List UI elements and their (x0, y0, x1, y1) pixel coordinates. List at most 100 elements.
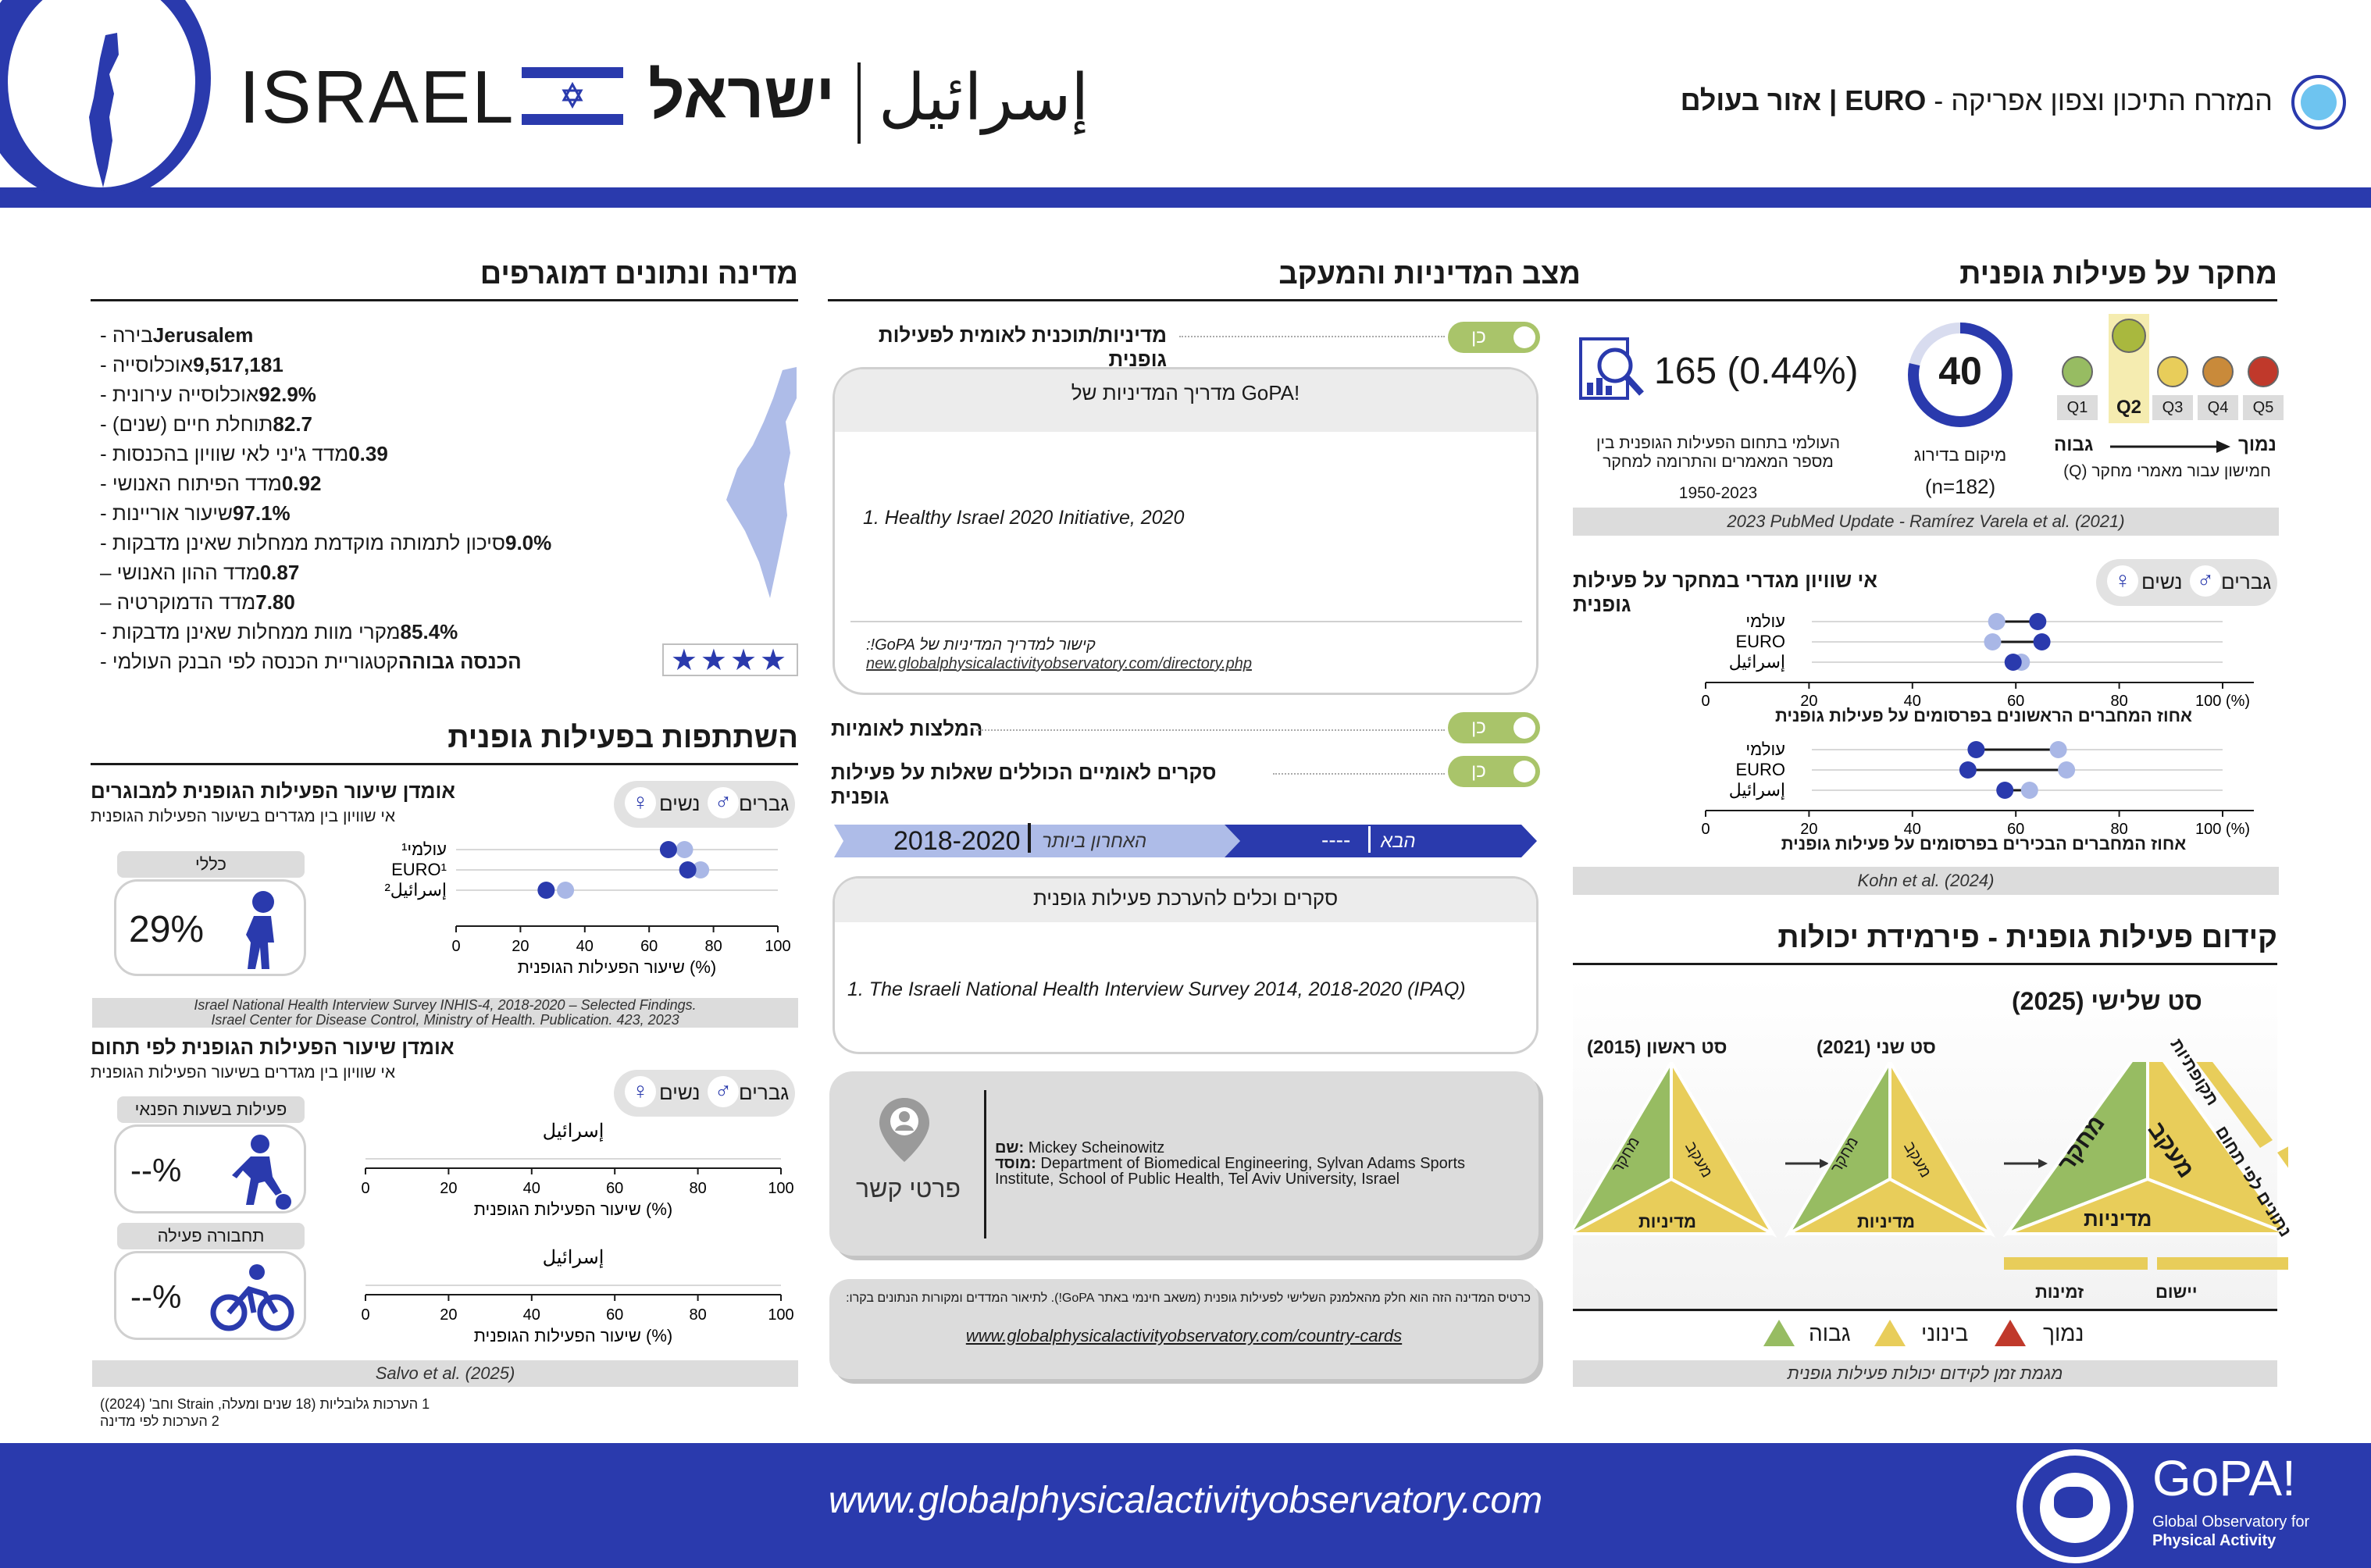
first-author-xlabel: אחוז המחברים הראשונים בפרסומים על פעילות… (1774, 706, 2192, 725)
footnote-1: 1 הערכות גלובליות (18 שנים ומעלה, Strain… (100, 1396, 430, 1412)
pyramid-set1: סט ראשון (2015) (1587, 1037, 1727, 1058)
gender-men-point (2029, 613, 2047, 630)
region-code: EURO (1845, 84, 1927, 116)
q2-label: Q2 (2116, 397, 2141, 418)
header-map-circle-inner (8, 0, 195, 187)
pyramid-implementation: יישום (2155, 1282, 2198, 1302)
recommendations-leader (976, 729, 1445, 731)
female-icon: ♀ (625, 1076, 656, 1107)
rank-value: 40 (1938, 349, 1982, 393)
demo-row-ncd-deaths: 85.4%מקרי מוות ממחלות שאינן מדבקות - (100, 620, 458, 643)
legend-women-label-2: נשים (659, 1081, 701, 1104)
israel-map-icon (89, 33, 119, 187)
policy-guide-link[interactable]: new.globalphysicalactivityobservatory.co… (866, 655, 1252, 672)
rank-label: מיקום בדירוג (1913, 445, 2007, 465)
cyclist-icon (210, 1264, 294, 1331)
contact-name: Mickey Scheinowitz (1028, 1139, 1165, 1156)
gender-tick-label: 20 (1800, 821, 1817, 838)
domain-x-label: (%) שיעור הפעילות הגופנית (474, 1199, 672, 1218)
domain-tick-label: 80 (689, 1306, 706, 1324)
publications-years: 1950-2023 (1678, 484, 1758, 502)
policy-title: מצב המדיניות והמעקב (828, 258, 1581, 301)
domain-tick-label: 100 (768, 1306, 793, 1324)
demo-row-urban: 92.9%אוכלוסייה עירונית - (100, 383, 316, 406)
adult-pa-source: Israel National Health Interview Survey … (92, 998, 798, 1028)
gender-men-point (2033, 633, 2051, 650)
quintile-chart: Q1 Q2 Q3 Q4 Q5 (2051, 314, 2284, 429)
toggle-yes-3: כן (1471, 761, 1486, 782)
rank-n: (n=182) (1924, 475, 1996, 498)
domain-tick-label: 0 (361, 1180, 369, 1197)
publications-desc-2: מספר המאמרים והתרומה למחקר (1603, 453, 1834, 471)
policy-guide-divider (850, 621, 1522, 622)
pyramid-caption: מגמת זמן לקידום יכולות פעילות גופנית (1573, 1360, 2277, 1387)
location-pin-icon (879, 1098, 929, 1162)
footer-url[interactable]: www.globalphysicalactivityobservatory.co… (828, 1480, 1543, 1521)
timeline-last-value: 2018-2020 (893, 826, 1021, 856)
survey-timeline (834, 825, 1537, 857)
gender-tick-label: 40 (1904, 693, 1921, 710)
contact-name-key: שם: (995, 1139, 1025, 1156)
contact-divider (984, 1090, 986, 1238)
gopa-logo-sub-2: Physical Activity (2152, 1532, 2277, 1549)
domain-tick-label: 40 (523, 1306, 540, 1324)
national-policy-label: מדיניות/תוכנית לאומית לפעילות גופנית (878, 323, 1167, 371)
domain-tick-label: 60 (606, 1306, 623, 1324)
policy-guide-title: מדריך המדיניות של GoPA! (835, 369, 1536, 432)
q5-label: Q5 (2243, 395, 2284, 420)
adult-tick-label: 20 (512, 938, 529, 955)
q5-dot (2248, 356, 2279, 387)
set1-policy: מדיניות (1638, 1212, 1696, 1231)
adult-pa-title: אומדן שיעור הפעילות הגופנית למבוגרים (91, 779, 456, 803)
leisure-chart: إسرائيل 0 20 40 60 80 100 (%) שיעור הפעילות הגו… (361, 1121, 793, 1218)
domain-pa-subtitle: אי שוויון בין מגדרים בשיעור הפעילות הגופ… (91, 1064, 396, 1082)
pyramid-title: קידום פעילות גופנית - פירמידת יכולות (1573, 921, 2277, 965)
gender-tick-label: 0 (1701, 693, 1710, 710)
legend-men-label-2: גברים (739, 1081, 790, 1104)
gopa-logo-sub-1: Global Observatory for (2152, 1513, 2310, 1531)
capacity-pyramids (1570, 1062, 2288, 1270)
national-policy-toggle: כן (1448, 322, 1540, 353)
gopa-globe-icon (2016, 1449, 2134, 1563)
domain-tick-label: 0 (361, 1306, 369, 1324)
card-note-link[interactable]: www.globalphysicalactivityobservatory.co… (965, 1326, 1403, 1345)
salvo-source: Salvo et al. (2025) (92, 1360, 798, 1387)
quintile-high: גבוה (2054, 434, 2094, 455)
adult-tick-label: 100 (765, 938, 790, 955)
contact-card: פרטי קשר שם: Mickey Scheinowitz מוסד: De… (829, 1071, 1538, 1256)
female-icon: ♀ (625, 787, 656, 818)
pyramid-availability: זמינות (2035, 1282, 2084, 1302)
transport-chart: إسرائيل 0 20 40 60 80 100 (%) שיעור הפעילות הגו… (361, 1247, 793, 1345)
demo-row-gini: 0.39מדד ג'יני לאי שוויון בהכנסות - (100, 442, 388, 465)
legend-high: גבוה (1809, 1321, 1851, 1345)
legend-men-label: גברים (739, 792, 790, 815)
legend-men-label-3: גברים (2221, 570, 2272, 593)
adult-x-label: (%) שיעור הפעילות הגופנית (518, 957, 716, 977)
domain-tick-label: 40 (523, 1180, 540, 1197)
demo-row-hdi: 0.92מדד הפיתוח האנושי - (100, 472, 322, 495)
transport-label: תחבורה פעילה (117, 1223, 305, 1249)
q4-label: Q4 (2198, 395, 2238, 420)
toggle-yes-1: כן (1471, 326, 1486, 347)
walking-person-icon (246, 891, 274, 969)
domain-tick-label: 20 (440, 1306, 457, 1324)
recommendations-label: המלצות לאומיות (831, 717, 983, 740)
gender-research-title: אי שוויון מגדרי במחקר על פעילות גופנית (1573, 568, 1878, 616)
adult-men-point (659, 841, 677, 858)
overall-value: 29% (129, 909, 205, 950)
pyramid-set2: סט שני (2021) (1817, 1037, 1936, 1058)
kohn-source: Kohn et al. (2024) (1573, 867, 2279, 895)
adult-men-point (679, 861, 697, 878)
q3-dot (2157, 356, 2188, 387)
demo-row-democracy: 7.80מדד הדמוקרטיה – (100, 590, 295, 614)
contact-inst: Department of Biomedical Engineering, Sy… (995, 1155, 1466, 1188)
gender-row-label: EURO (1735, 760, 1785, 779)
gender-tick-label: 80 (2110, 821, 2127, 838)
gender-women-point (2020, 782, 2038, 799)
pubmed-source: 2023 PubMed Update - Ramírez Varela et a… (1573, 508, 2279, 536)
domain-tick-label: 60 (606, 1180, 623, 1197)
adult-row-label: עולמי¹ (401, 839, 447, 859)
adult-source-line-2: Israel Center for Disease Control, Minis… (211, 1012, 679, 1028)
q4-dot (2202, 356, 2234, 387)
